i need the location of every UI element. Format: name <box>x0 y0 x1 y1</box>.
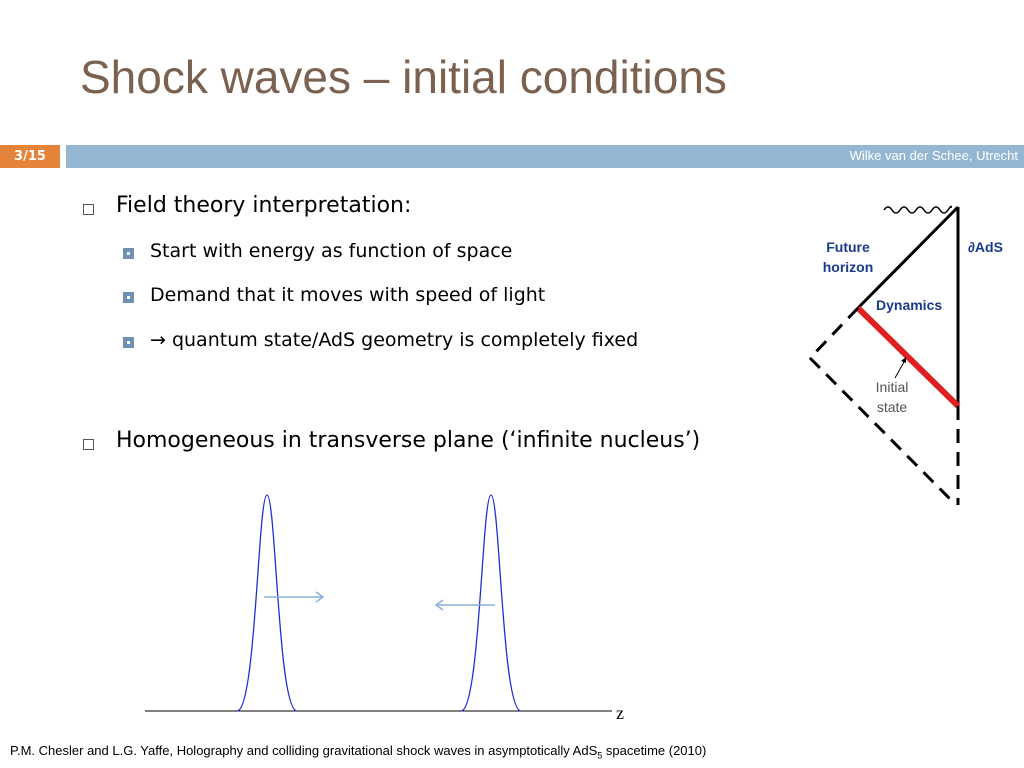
sub-bullet: Start with energy as function of space <box>150 240 513 262</box>
label: state <box>877 399 908 415</box>
pointer-head <box>901 357 906 363</box>
arrow-head <box>315 591 325 603</box>
axis-label: z <box>616 703 624 723</box>
pulse <box>460 494 522 712</box>
pulse <box>236 494 298 712</box>
bullet-marker <box>123 337 134 348</box>
label: Future <box>826 239 870 255</box>
wavy-line <box>883 205 952 214</box>
header-bar <box>66 145 1024 168</box>
label: Dynamics <box>876 297 942 313</box>
footer: Wilke van der Schee, Utrecht <box>849 148 1018 163</box>
dashed-line <box>808 306 860 360</box>
label: Initial <box>876 379 909 395</box>
dashed-line <box>808 356 958 507</box>
label: ∂AdS <box>968 239 1003 255</box>
bullet-marker <box>83 204 94 215</box>
initial-state-line <box>855 305 961 409</box>
citation-subscript: 5 <box>597 750 603 761</box>
bullet-marker <box>123 248 134 259</box>
citation-text: spacetime (2010) <box>602 743 707 758</box>
bullet: Homogeneous in transverse plane (‘infini… <box>116 428 701 453</box>
arrow-head <box>434 599 444 611</box>
sub-bullet: Demand that it moves with speed of light <box>150 284 546 306</box>
pointer <box>894 361 905 379</box>
sub-bullet: → quantum state/AdS geometry is complete… <box>150 329 639 351</box>
bullet-marker <box>83 439 94 450</box>
bullet: Field theory interpretation: <box>116 193 412 218</box>
horizon-line <box>856 205 960 310</box>
citation: P.M. Chesler and L.G. Yaffe, Holography … <box>10 743 706 761</box>
title: Shock waves – initial conditions <box>80 51 727 103</box>
bullet-marker <box>123 292 134 303</box>
citation-text: P.M. Chesler and L.G. Yaffe, Holography … <box>10 743 598 758</box>
slide-number: 3/15 <box>0 145 60 168</box>
label: horizon <box>823 259 874 275</box>
